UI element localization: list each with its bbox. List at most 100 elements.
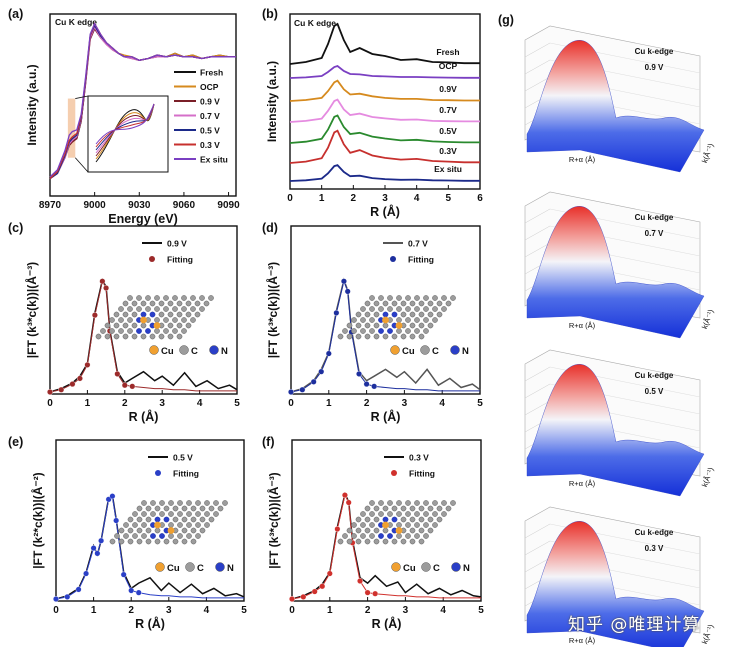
c-atom xyxy=(199,306,205,312)
c-atom xyxy=(158,300,165,307)
c-atom xyxy=(364,333,371,340)
c-atom xyxy=(145,538,152,545)
c-atom xyxy=(195,511,201,517)
legend-label: 0.5 V xyxy=(200,126,220,136)
c-atom xyxy=(154,306,160,312)
c-atom xyxy=(181,538,188,545)
n-atom xyxy=(387,328,393,334)
c-atom xyxy=(409,516,416,523)
n-atom xyxy=(391,322,398,329)
c-atom xyxy=(176,300,183,307)
atom-legend-label: Cu xyxy=(402,346,415,357)
c-atom xyxy=(168,500,174,506)
legend-swatch xyxy=(149,256,155,262)
n-atom xyxy=(149,322,156,329)
series-label: Ex situ xyxy=(434,164,462,174)
c-atom xyxy=(373,516,380,523)
c-atom xyxy=(168,522,174,528)
c-atom xyxy=(427,322,434,329)
c-atom xyxy=(204,500,210,506)
c-atom xyxy=(172,505,179,512)
c-atom xyxy=(167,333,174,340)
c-atom xyxy=(159,500,165,506)
fitting-point xyxy=(310,378,317,385)
atom-legend-dot xyxy=(185,562,195,572)
c-atom xyxy=(400,300,407,307)
c-atom xyxy=(217,505,224,512)
c-atom xyxy=(95,333,102,340)
c-atom xyxy=(190,295,196,301)
fitting-point xyxy=(84,361,91,368)
c-atom xyxy=(140,322,147,329)
x-tick-label: 1 xyxy=(327,605,333,616)
c-atom xyxy=(176,311,183,318)
n-atom xyxy=(150,522,156,528)
c-atom xyxy=(423,317,429,323)
c-atom xyxy=(194,300,201,307)
c-atom xyxy=(181,516,188,523)
c-atom xyxy=(132,511,138,517)
c-atom xyxy=(373,527,380,534)
c-atom xyxy=(405,533,411,539)
watermark: 知乎 @唯理计算 xyxy=(568,615,701,635)
c-atom xyxy=(177,533,183,539)
n-atom xyxy=(382,516,389,523)
c-atom xyxy=(387,306,393,312)
fitting-point xyxy=(94,550,101,557)
c-atom xyxy=(118,527,125,534)
c-atom xyxy=(427,516,434,523)
n-atom xyxy=(391,311,398,318)
surface-y-label: k(Å⁻¹) xyxy=(700,142,716,165)
fitting-point xyxy=(135,589,142,596)
x-tick-label: 4 xyxy=(204,605,210,616)
surface-potential: 0.7 V xyxy=(645,229,664,238)
cu-atom xyxy=(153,322,161,329)
panel-title: Cu K edge xyxy=(294,18,336,28)
c-atom xyxy=(369,317,375,323)
ft-line xyxy=(289,129,480,164)
experimental-line xyxy=(290,277,481,393)
c-atom xyxy=(369,306,375,312)
c-atom xyxy=(150,511,156,517)
c-atom xyxy=(400,516,407,523)
plot-frame xyxy=(49,13,237,197)
c-atom xyxy=(373,311,380,318)
c-atom xyxy=(118,328,124,334)
c-atom xyxy=(396,328,402,334)
surface-potential: 0.5 V xyxy=(645,387,664,396)
c-atom xyxy=(337,538,344,545)
fitting-point xyxy=(319,583,326,590)
x-tick-label: 5 xyxy=(478,605,484,616)
series-label: 0.9V xyxy=(439,84,457,94)
surface-mesh xyxy=(526,364,705,497)
c-atom xyxy=(414,500,420,506)
c-atom xyxy=(186,500,192,506)
c-atom xyxy=(432,295,438,301)
c-atom xyxy=(163,306,169,312)
fitting-line xyxy=(49,279,237,393)
c-atom xyxy=(423,511,429,517)
atom-legend-label: N xyxy=(221,346,228,357)
c-atom xyxy=(141,500,147,506)
c-atom xyxy=(405,522,411,528)
y-axis-label: Intensity (a.u.) xyxy=(25,64,39,145)
c-atom xyxy=(441,295,447,301)
c-atom xyxy=(118,306,124,312)
c-atom xyxy=(382,322,389,329)
c-atom xyxy=(342,533,348,539)
c-atom xyxy=(391,538,398,545)
legend-label: 0.3 V xyxy=(409,453,429,463)
c-atom xyxy=(337,333,344,340)
fitting-point xyxy=(289,596,296,603)
c-atom xyxy=(199,505,206,512)
atom-legend-dot xyxy=(390,345,400,355)
c-atom xyxy=(360,522,366,528)
c-atom xyxy=(122,300,129,307)
series-label: 0.7V xyxy=(439,105,457,115)
c-atom xyxy=(391,333,398,340)
c-atom xyxy=(204,511,210,517)
c-atom xyxy=(396,500,402,506)
fitting-point xyxy=(109,493,116,500)
c-atom xyxy=(222,500,228,506)
fitting-point xyxy=(91,312,98,319)
